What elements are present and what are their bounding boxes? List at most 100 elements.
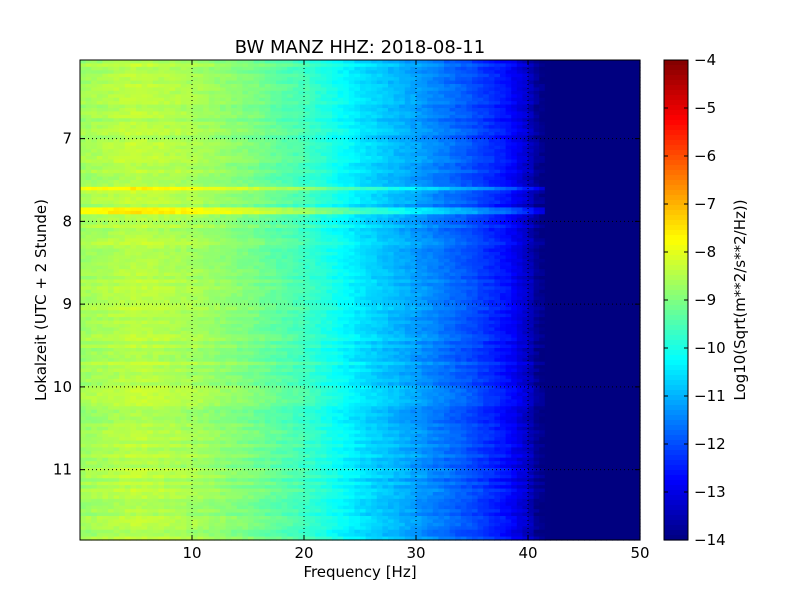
heatmap-cell: [175, 108, 182, 113]
heatmap-cell: [550, 97, 557, 102]
heatmap-cell: [606, 152, 613, 157]
heatmap-cell: [472, 217, 479, 222]
heatmap-cell: [320, 118, 327, 123]
heatmap-cell: [544, 204, 551, 209]
heatmap-cell: [533, 125, 540, 130]
heatmap-cell: [354, 84, 361, 89]
heatmap-cell: [494, 73, 501, 78]
heatmap-cell: [164, 114, 171, 119]
heatmap-cell: [360, 121, 367, 126]
heatmap-cell: [337, 200, 344, 205]
heatmap-cell: [617, 138, 624, 143]
heatmap-cell: [528, 97, 535, 102]
heatmap-cell: [404, 207, 411, 212]
heatmap-cell: [186, 186, 193, 191]
heatmap-cell: [214, 169, 221, 174]
heatmap-cell: [533, 70, 540, 75]
heatmap-cell: [276, 66, 283, 71]
heatmap-cell: [544, 210, 551, 215]
heatmap-cell: [186, 73, 193, 78]
heatmap-cell: [169, 135, 176, 140]
heatmap-cell: [119, 108, 126, 113]
heatmap-cell: [561, 176, 568, 181]
heatmap-cell: [360, 228, 367, 233]
heatmap-cell: [438, 66, 445, 71]
heatmap-cell: [113, 214, 120, 219]
heatmap-cell: [617, 200, 624, 205]
heatmap-cell: [102, 207, 109, 212]
heatmap-cell: [158, 197, 165, 202]
heatmap-cell: [612, 87, 619, 92]
heatmap-cell: [382, 135, 389, 140]
heatmap-cell: [186, 90, 193, 95]
heatmap-cell: [494, 204, 501, 209]
heatmap-cell: [152, 80, 159, 85]
heatmap-cell: [460, 197, 467, 202]
heatmap-cell: [488, 152, 495, 157]
heatmap-cell: [108, 224, 115, 229]
heatmap-cell: [315, 224, 322, 229]
heatmap-cell: [556, 169, 563, 174]
heatmap-cell: [382, 128, 389, 133]
heatmap-cell: [511, 190, 518, 195]
heatmap-cell: [276, 224, 283, 229]
heatmap-cell: [91, 111, 98, 116]
heatmap-cell: [315, 63, 322, 68]
heatmap-cell: [343, 135, 350, 140]
heatmap-cell: [208, 90, 215, 95]
heatmap-cell: [533, 60, 540, 65]
heatmap-cell: [91, 217, 98, 222]
heatmap-cell: [124, 142, 131, 147]
heatmap-cell: [348, 162, 355, 167]
heatmap-cell: [404, 224, 411, 229]
heatmap-cell: [561, 173, 568, 178]
heatmap-cell: [572, 97, 579, 102]
heatmap-cell: [242, 162, 249, 167]
heatmap-cell: [600, 101, 607, 106]
heatmap-cell: [522, 207, 529, 212]
heatmap-cell: [612, 90, 619, 95]
heatmap-cell: [449, 221, 456, 226]
heatmap-cell: [141, 132, 148, 137]
heatmap-cell: [595, 183, 602, 188]
heatmap-cell: [141, 183, 148, 188]
heatmap-cell: [365, 180, 372, 185]
heatmap-cell: [528, 142, 535, 147]
heatmap-cell: [119, 80, 126, 85]
heatmap-cell: [180, 210, 187, 215]
heatmap-cell: [589, 183, 596, 188]
heatmap-cell: [332, 214, 339, 219]
heatmap-cell: [533, 190, 540, 195]
heatmap-cell: [511, 214, 518, 219]
heatmap-cell: [466, 128, 473, 133]
heatmap-cell: [80, 224, 87, 229]
heatmap-cell: [483, 114, 490, 119]
heatmap-cell: [365, 162, 372, 167]
heatmap-cell: [438, 183, 445, 188]
heatmap-cell: [623, 94, 630, 99]
heatmap-cell: [108, 142, 115, 147]
heatmap-cell: [242, 228, 249, 233]
heatmap-cell: [326, 183, 333, 188]
heatmap-cell: [124, 84, 131, 89]
heatmap-cell: [449, 114, 456, 119]
heatmap-cell: [208, 132, 215, 137]
heatmap-cell: [606, 60, 613, 65]
heatmap-cell: [421, 166, 428, 171]
heatmap-cell: [416, 183, 423, 188]
heatmap-cell: [634, 84, 641, 89]
heatmap-cell: [203, 214, 210, 219]
heatmap-cell: [91, 108, 98, 113]
heatmap-cell: [393, 200, 400, 205]
heatmap-cell: [175, 214, 182, 219]
heatmap-cell: [119, 173, 126, 178]
heatmap-cell: [348, 77, 355, 82]
heatmap-cell: [634, 221, 641, 226]
heatmap-cell: [388, 128, 395, 133]
heatmap-cell: [421, 101, 428, 106]
heatmap-cell: [578, 97, 585, 102]
heatmap-cell: [360, 142, 367, 147]
heatmap-cell: [309, 138, 316, 143]
heatmap-cell: [550, 183, 557, 188]
heatmap-cell: [91, 73, 98, 78]
